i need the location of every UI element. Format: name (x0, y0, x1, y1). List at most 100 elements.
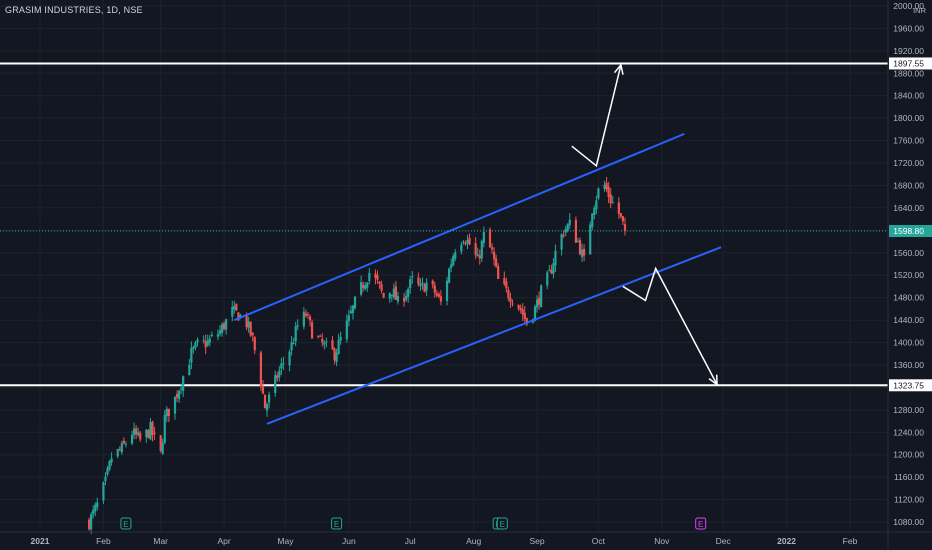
candle-body (490, 247, 494, 250)
candle-body (319, 335, 322, 337)
candle-body (196, 339, 199, 343)
candle-body (445, 280, 449, 302)
candle-body (605, 182, 608, 190)
earnings-markers[interactable]: EEEEE (120, 517, 707, 530)
candle-body (454, 252, 457, 259)
candle-body (562, 235, 565, 237)
candle-body (621, 216, 625, 222)
candle-body (578, 240, 582, 255)
candle-body (265, 404, 269, 411)
price-tick-label: 2000.00 (893, 1, 924, 11)
candle-body (591, 213, 594, 227)
candle-body (495, 258, 498, 267)
candle-body (180, 388, 183, 390)
candle-body (188, 364, 191, 376)
projection-paths[interactable] (571, 63, 718, 387)
candle-body (564, 229, 567, 233)
time-tick-label: Aug (466, 536, 481, 546)
time-axis[interactable]: 2021 Feb Mar Apr May Jun Jul Aug Sep Oct Nov Dec 202… (0, 531, 932, 546)
breakout-up-path (571, 64, 622, 168)
candle-body (566, 224, 569, 232)
candle-body (159, 435, 162, 451)
candle-body (149, 422, 152, 440)
time-tick-label: Dec (716, 536, 732, 546)
level-price-label: 1897.55 (893, 58, 924, 68)
price-tick-label: 1560.00 (893, 248, 924, 258)
price-tick-label: 1760.00 (893, 136, 924, 146)
candle-body (192, 347, 195, 349)
candle-body (497, 266, 500, 279)
candle-body (417, 277, 420, 285)
symbol-separator: , (100, 5, 107, 15)
horizontal-levels[interactable] (0, 62, 888, 387)
candle-body (118, 449, 121, 451)
candle-body (552, 263, 555, 274)
price-tick-label: 1880.00 (893, 68, 924, 78)
candle-body (278, 370, 281, 378)
candle-body (339, 336, 342, 341)
price-tick-label: 1800.00 (893, 113, 924, 123)
time-tick-label: 2021 (31, 536, 50, 546)
candle-body (380, 284, 383, 291)
candle-body (396, 296, 400, 302)
candle-body (452, 256, 455, 266)
price-tick-label: 1520.00 (893, 270, 924, 280)
level-price-tag (889, 57, 932, 70)
candle-body (509, 297, 512, 303)
candle-body (382, 292, 385, 298)
candle-body (276, 375, 279, 379)
candle-body (110, 458, 113, 463)
candle-body (302, 311, 305, 327)
candle-body (437, 294, 440, 297)
candle-body (317, 336, 320, 338)
candle-body (535, 299, 539, 308)
candle-body (411, 276, 414, 278)
candle-body (394, 286, 398, 301)
candle-body (206, 340, 209, 346)
earnings-marker-icon (695, 517, 707, 530)
candle-body (122, 440, 125, 444)
time-tick-label: Sep (529, 536, 544, 546)
price-tick-label: 1160.00 (894, 472, 924, 482)
candle-body (376, 275, 379, 280)
candle-body (560, 234, 563, 250)
symbol-interval: 1D (106, 5, 119, 15)
candle-body (331, 340, 334, 350)
candle-body (104, 476, 107, 482)
candle-body (177, 390, 181, 400)
trend-lines[interactable] (233, 132, 722, 425)
candle-body (595, 200, 598, 210)
candle-body (333, 348, 336, 361)
symbol-title[interactable]: GRASIM INDUSTRIES, 1D, NSE (5, 5, 143, 15)
candle-body (288, 351, 291, 366)
candle-body (137, 432, 140, 436)
price-tick-label: 1240.00 (893, 427, 924, 437)
candle-body (151, 421, 154, 436)
time-tick-label: Nov (654, 536, 670, 546)
candle-body (517, 304, 520, 309)
price-tick-label: 1480.00 (893, 293, 924, 303)
price-tick-label: 1840.00 (893, 91, 924, 101)
candle-body (505, 281, 508, 289)
candlestick-series (87, 176, 627, 535)
price-tick-label: 1920.00 (893, 46, 924, 56)
candle-body (116, 449, 119, 457)
price-tick-label: 1400.00 (893, 338, 924, 348)
price-axis[interactable]: 1080.00 1120.00 1160.00 1200.00 1240.00 1280.… (887, 0, 932, 550)
last-price-label: 1598.80 (893, 226, 924, 236)
candle-body (546, 272, 549, 286)
candle-body (290, 342, 293, 351)
candle-body (304, 313, 308, 317)
candle-body (294, 326, 297, 342)
price-tick-label: 1960.00 (893, 23, 924, 33)
candle-body (253, 337, 256, 351)
candle-body (175, 393, 179, 398)
time-tick-label: May (277, 536, 294, 546)
candle-body (135, 428, 138, 435)
candle-body (163, 414, 166, 443)
candle-body (182, 376, 185, 391)
price-tick-label: 1640.00 (893, 203, 924, 213)
candle-body (550, 269, 553, 274)
time-tick-label: Apr (217, 536, 230, 546)
